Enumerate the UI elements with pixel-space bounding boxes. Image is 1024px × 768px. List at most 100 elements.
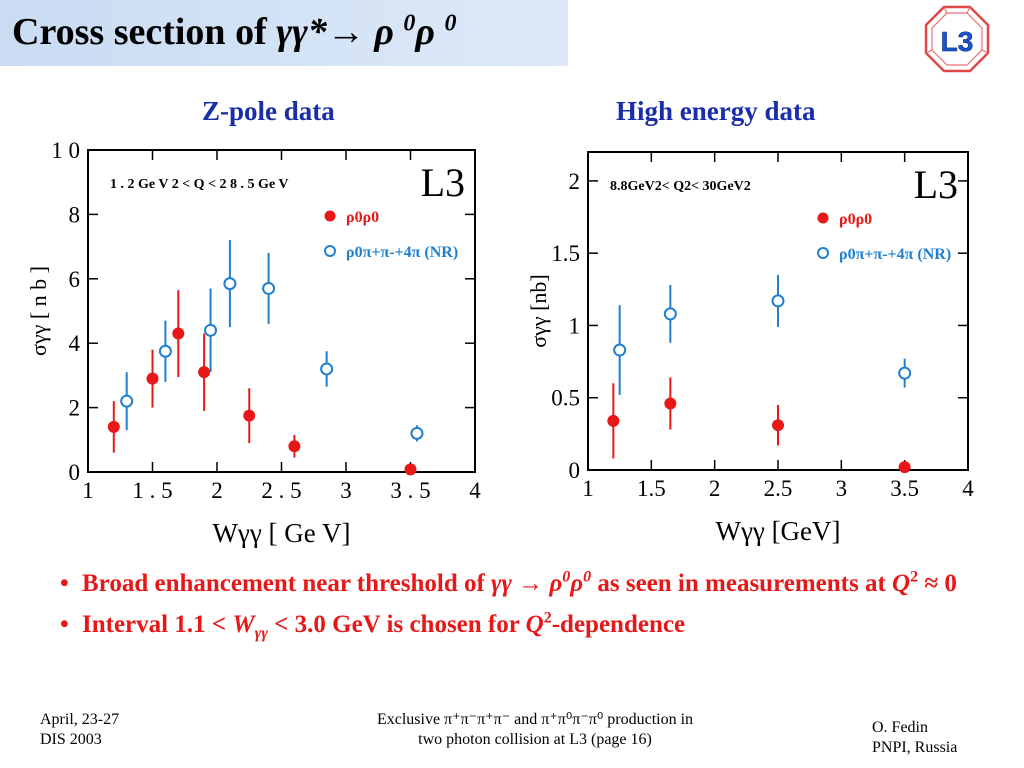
legend-label-0: ρ0ρ0 — [346, 209, 379, 226]
x-tick-label-2: 2 — [709, 476, 721, 501]
bullet-2-w-sub: γγ — [254, 625, 268, 642]
logo-line-3 — [925, 49, 933, 54]
x-tick-label-5: 3 . 5 — [390, 478, 430, 503]
x-tick-label-2: 2 — [211, 478, 223, 503]
bullet-1-sup-2: 0 — [583, 568, 592, 586]
x-axis-label: Wγγ [GeV] — [715, 516, 840, 546]
series-1-point-2 — [771, 294, 785, 308]
footer-date-line: April, 23-27 — [40, 711, 120, 728]
series-0-point-5 — [288, 440, 301, 453]
title-process-main: γγ*→ ρ — [276, 11, 404, 53]
y-tick-label-3: 1.5 — [551, 241, 580, 266]
bullet-list: Broad enhancement near threshold of γγ →… — [60, 563, 1000, 645]
experiment-label: L3 — [914, 162, 958, 207]
y-axis-label: σγγ [nb] — [526, 274, 551, 347]
y-axis-label: σγγ [ n b ] — [26, 266, 51, 356]
y-tick-label-0: 0 — [69, 460, 81, 485]
title-sup-1: 0 — [403, 10, 416, 37]
title-bar — [0, 0, 568, 66]
bullet-2-part-2: < 3.0 GeV is chosen for — [267, 611, 526, 638]
legend-label-0: ρ0ρ0 — [839, 211, 872, 228]
series-1-point-0 — [120, 394, 134, 408]
logo-octagon — [924, 5, 990, 73]
footer-talk-title: Exclusive π⁺π⁻π⁺π⁻ and π⁺π⁰π⁻π⁰ producti… — [300, 710, 770, 750]
bullet-2: Interval 1.1 < Wγγ < 3.0 GeV is chosen f… — [60, 604, 1000, 645]
x-tick-label-3: 2 . 5 — [261, 478, 301, 503]
kinematic-cut-label: 1 . 2 Ge V 2 < Q < 2 8 . 5 Ge V — [110, 177, 289, 192]
x-tick-label-0: 1 — [82, 478, 94, 503]
bullet-1: Broad enhancement near threshold of γγ →… — [60, 563, 1000, 604]
series-0-point-3 — [198, 366, 211, 379]
title-sup-2: 0 — [444, 10, 457, 37]
title-prefix: Cross section of — [12, 11, 277, 53]
x-tick-label-5: 3.5 — [890, 476, 919, 501]
footer-author-name: O. Fedin — [872, 719, 928, 736]
legend-label-1: ρ0π+π-+4π (NR) — [346, 244, 458, 261]
title-rho-2: ρ — [415, 11, 445, 53]
kinematic-cut-label: 8.8GeV2< Q2< 30GeV2 — [610, 179, 751, 194]
x-tick-label-4: 3 — [340, 478, 352, 503]
plot-frame — [87, 149, 476, 473]
chart-zpole: 1 1 . 5 2 2 . 5 3 3 . 5 4 0 2 4 6 8 1 0 Wγγ [ Ge V] σγ… — [26, 138, 481, 548]
series-1-point-4 — [262, 281, 276, 295]
logo-text: L3 — [941, 26, 974, 57]
series-0-point-4 — [243, 409, 256, 422]
footer-author-institute: PNPI, Russia — [872, 739, 958, 756]
bullet-1-q: Q — [892, 570, 911, 597]
series-1-point-1 — [663, 307, 677, 321]
series-0-point-0 — [607, 414, 620, 427]
y-tick-label-4: 8 — [69, 202, 81, 227]
series-0-point-2 — [172, 327, 185, 340]
title-process: γγ*→ ρ 0ρ 0 — [276, 10, 457, 53]
logo-line-1 — [943, 6, 948, 14]
footer-talk-line-2: two photon collision at L3 (page 16) — [418, 731, 652, 748]
footer-author: O. Fedin PNPI, Russia — [872, 718, 957, 758]
x-axis-label: Wγγ [ Ge V] — [212, 518, 350, 548]
y-tick-label-5: 1 0 — [51, 138, 80, 163]
series-0-point-1 — [146, 372, 159, 385]
l3-logo: L3 — [924, 5, 990, 73]
bullet-1-q-sup: 2 — [910, 568, 919, 586]
series-1-point-2 — [204, 323, 218, 337]
bullet-1-rho: ρ — [570, 570, 584, 597]
y-tick-label-0: 0 — [569, 458, 581, 483]
y-tick-label-1: 2 — [69, 396, 81, 421]
x-tick-label-6: 4 — [962, 476, 974, 501]
series-0-point-1 — [664, 397, 677, 410]
legend-marker-0 — [817, 212, 829, 224]
bullet-2-part-1: Interval 1.1 < — [82, 611, 233, 638]
legend-marker-1 — [817, 247, 829, 259]
bullet-1-part-2: as seen in measurements at — [591, 570, 893, 597]
experiment-label: L3 — [421, 160, 465, 205]
bullet-1-part-3: ≈ 0 — [918, 570, 957, 597]
series-0-point-0 — [107, 420, 120, 433]
series-1-point-3 — [223, 277, 237, 291]
series-0-point-2 — [772, 419, 784, 432]
bullet-1-gamma: γγ → ρ — [491, 570, 563, 597]
y-tick-label-2: 1 — [569, 313, 581, 338]
y-tick-label-4: 2 — [569, 169, 581, 194]
bullet-1-part-1: Broad enhancement near threshold of — [82, 570, 492, 597]
footer-conference: DIS 2003 — [40, 731, 102, 748]
panel-title-high-energy: High energy data — [616, 96, 816, 126]
y-tick-label-1: 0.5 — [551, 386, 580, 411]
x-tick-label-4: 3 — [836, 476, 848, 501]
series-1-point-5 — [320, 362, 334, 376]
bullet-2-part-3: -dependence — [551, 611, 686, 638]
panel-title-zpole: Z-pole data — [202, 96, 335, 126]
chart-high-energy: 1 1.5 2 2.5 3 3.5 4 0 0.5 1 1.5 2 Wγγ [GeV] σγγ [nb] 8… — [526, 151, 974, 546]
series-1-point-1 — [158, 344, 172, 358]
x-tick-label-6: 4 — [469, 478, 481, 503]
series-1-point-3 — [898, 366, 912, 380]
y-tick-label-3: 6 — [69, 267, 81, 292]
logo-octagon-inner — [931, 12, 983, 66]
footer-date: April, 23-27 DIS 2003 — [40, 710, 119, 750]
logo-line-4 — [981, 49, 989, 54]
series-1-point-6 — [410, 426, 424, 440]
x-tick-label-3: 2.5 — [764, 476, 793, 501]
footer-talk-line-1: Exclusive π⁺π⁻π⁺π⁻ and π⁺π⁰π⁻π⁰ producti… — [376, 711, 694, 728]
legend-marker-1 — [324, 245, 336, 257]
slide-title: Cross section of γγ*→ ρ 0ρ 0 — [12, 10, 457, 54]
logo-line-2 — [966, 6, 971, 14]
bullet-1-sup-1: 0 — [562, 568, 571, 586]
